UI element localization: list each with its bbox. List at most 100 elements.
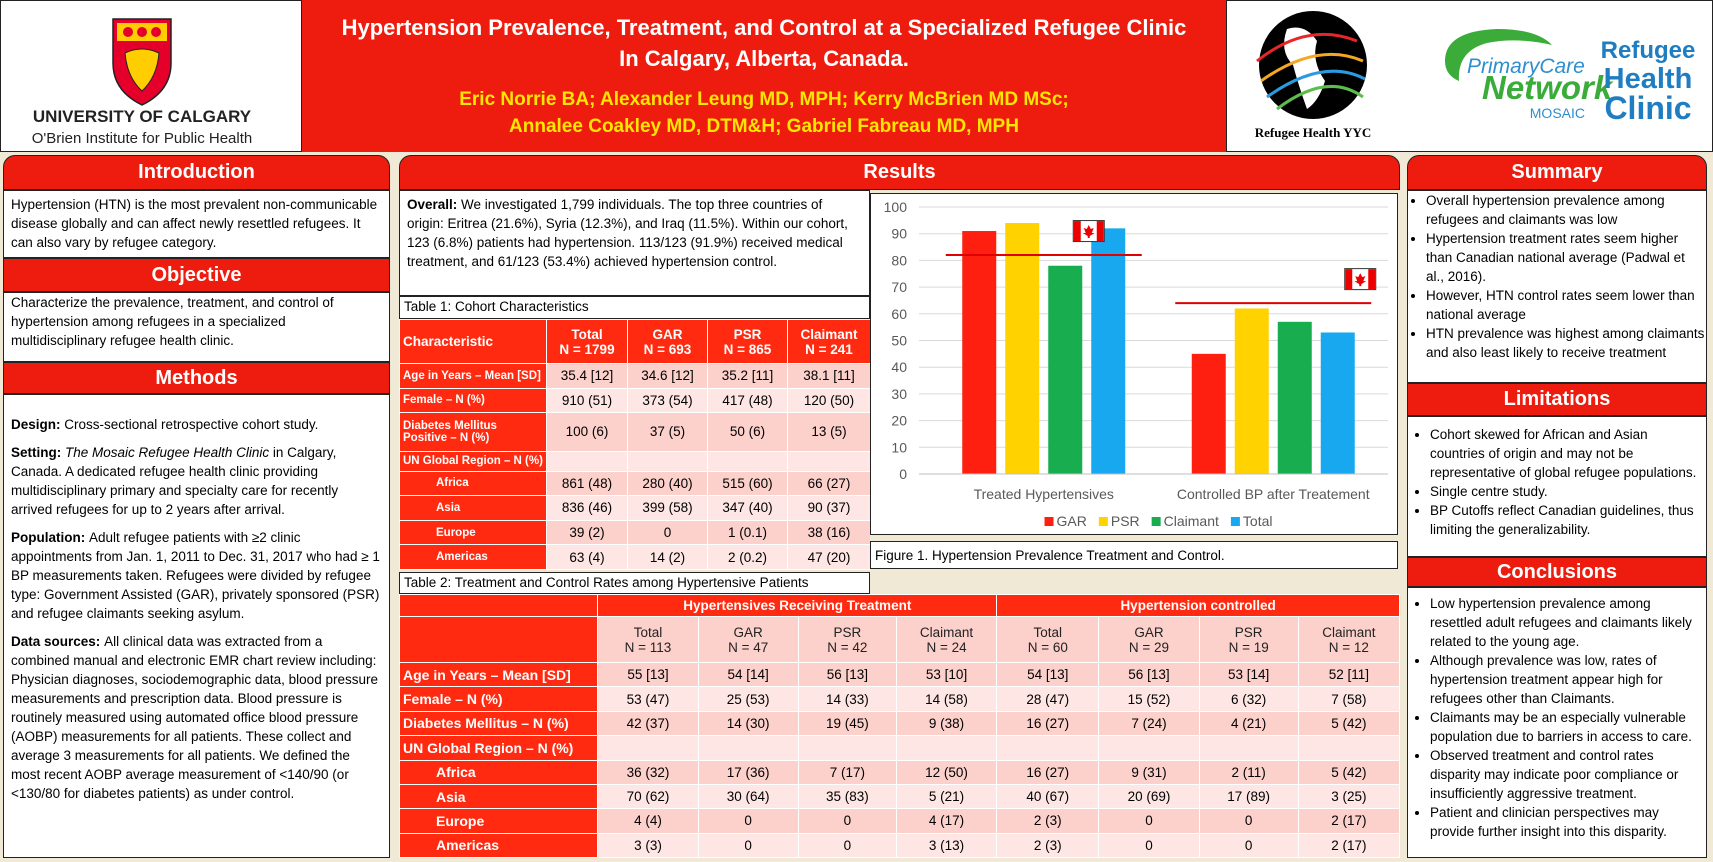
group-row: Hypertensives Receiving Treatment Hyperte… (399, 594, 1400, 617)
legend-label: PSR (1111, 513, 1140, 529)
section-heading: Conclusions (1407, 557, 1707, 587)
paragraph-heading: Setting: (11, 445, 62, 460)
paragraph-text: We investigated 1,799 individuals. The t… (407, 197, 848, 269)
table-cell: 16 (27) (996, 710, 1100, 737)
limitations-list: Cohort skewed for African and Asian coun… (1408, 425, 1706, 539)
table-cell (546, 450, 628, 472)
table-cell: 52 [11] (1297, 661, 1400, 688)
legend-swatch (1230, 517, 1240, 526)
row-label: Africa (399, 759, 599, 785)
table-cell: 373 (54) (627, 387, 708, 414)
flag-bar (1368, 269, 1376, 290)
table-cell: 2 (0.2) (707, 544, 788, 570)
legend-swatch (1098, 517, 1108, 526)
table-row: Europe 39 (2) 0 1 (0.1) 38 (16) (399, 519, 870, 546)
row-label: Female – N (%) (399, 686, 599, 712)
pcn-primary: PrimaryCare (1467, 55, 1585, 78)
table-cell: 38 (16) (787, 519, 870, 546)
university-logo-box: UNIVERSITY OF CALGARY O'Brien Institute … (0, 0, 302, 152)
table-cell: 7 (58) (1297, 686, 1400, 712)
table-cell: 35 (83) (797, 783, 897, 810)
bar (1005, 223, 1040, 474)
paragraph-heading: Data sources: (11, 634, 101, 649)
header-line: N = 47 (728, 639, 769, 655)
table-cell: 417 (48) (707, 387, 788, 414)
header-line: N = 24 (926, 639, 967, 655)
list-item: Patient and clinician perspectives may p… (1430, 803, 1706, 841)
flag-bar (1345, 269, 1353, 290)
table-row: Europe 4 (4) 0 0 4 (17) 2 (3) 0 0 2 (17) (399, 808, 1400, 834)
row-label: Europe (399, 519, 547, 546)
conclusions-list: Low hypertension prevalence among resett… (1408, 594, 1706, 841)
column-header: Claimant N = 241 (787, 319, 870, 364)
table-cell: 35.2 [11] (707, 363, 788, 389)
paragraph-emphasis: The Mosaic Refugee Health Clinic (65, 445, 270, 460)
table-cell: 100 (6) (546, 412, 628, 452)
pcn-swoosh (1445, 29, 1552, 81)
bar (1234, 308, 1269, 474)
clinic-logo: Health (1604, 63, 1693, 95)
header-line: N = 693 (643, 341, 692, 357)
header-line: Claimant (1322, 624, 1376, 640)
methods-text: Design: Cross-sectional retrospective coh… (3, 394, 390, 858)
table-cell: 16 (27) (996, 759, 1100, 785)
limitations-box: Cohort skewed for African and Asian coun… (1407, 416, 1707, 557)
table-cell: 0 (697, 808, 799, 834)
table-cell: 7 (17) (797, 759, 897, 785)
table-cell: 38.1 [11] (787, 363, 870, 389)
author-line: Eric Norrie BA; Alexander Leung MD, MPH;… (459, 89, 1069, 110)
paragraph-text: Adult refugee patients with ≥2 clinic ap… (11, 530, 380, 621)
table-row: UN Global Region – N (%) (399, 735, 1400, 761)
table-cell: 53 (47) (597, 686, 699, 712)
header-line: GAR (733, 624, 763, 640)
table-cell: 12 (50) (895, 759, 998, 785)
table-cell: 90 (37) (787, 495, 870, 521)
header-line: Claimant (800, 326, 858, 342)
table-cell: 2 (3) (996, 832, 1100, 858)
table-cell: 0 (1198, 832, 1299, 858)
table-cell: 55 [13] (597, 661, 699, 688)
table-cell: 35.4 [12] (546, 363, 628, 389)
row-label: Age in Years – Mean [SD] (399, 661, 599, 688)
table-cell: 70 (62) (597, 783, 699, 810)
table-row: Americas 3 (3) 0 0 3 (13) 2 (3) 0 0 2 (17) (399, 832, 1400, 858)
y-tick-label: 50 (891, 333, 907, 349)
table-caption: Table 1: Cohort Characteristics (399, 296, 870, 319)
table-cell: 19 (45) (797, 710, 897, 737)
row-label: Female – N (%) (399, 387, 547, 414)
column-header: GAR N = 29 (1098, 616, 1200, 663)
table-cell (627, 450, 708, 472)
table-cell: 4 (21) (1198, 710, 1299, 737)
pcn-network: Network (1482, 69, 1614, 106)
table-row: Age in Years – Mean [SD] 55 [13] 54 [14] 56… (399, 661, 1400, 688)
list-item: Cohort skewed for African and Asian coun… (1430, 425, 1706, 482)
paragraph-text: All clinical data was extracted from a c… (11, 634, 378, 801)
table-cell: 53 [14] (1198, 661, 1299, 688)
header-row: Total N = 113 GAR N = 47 PSR N = 42 Claimant N … (399, 616, 1400, 663)
list-item: Claimants may be an especially vulnerabl… (1430, 708, 1706, 746)
table-cell: 347 (40) (707, 495, 788, 521)
bar (962, 231, 997, 474)
table-cell: 50 (6) (707, 412, 788, 452)
column-header: PSR N = 865 (707, 319, 788, 364)
pcn-mosaic: MOSAIC (1530, 105, 1585, 121)
header-line: PSR (733, 326, 762, 342)
table-cell: 53 [10] (895, 661, 998, 688)
header-line: PSR (1234, 624, 1263, 640)
clinic-logo: Clinic (1604, 90, 1691, 126)
section-heading: Methods (3, 362, 390, 394)
y-tick-label: 100 (884, 199, 908, 215)
paragraph-text: Cross-sectional retrospective cohort stu… (64, 417, 319, 432)
table-cell: 9 (31) (1098, 759, 1200, 785)
chart: 0 10 20 30 40 50 60 70 80 90 100 Treated Hypertensi… (884, 199, 1388, 529)
globe-caption: Refugee Health YYC (1255, 125, 1372, 140)
legend-label: Claimant (1164, 513, 1219, 529)
y-tick-label: 10 (891, 439, 907, 455)
list-item: HTN prevalence was highest among claiman… (1426, 324, 1706, 362)
table-cell (1098, 735, 1200, 761)
y-tick-label: 60 (891, 306, 907, 322)
table-cell: 910 (51) (546, 387, 628, 414)
table-cell: 399 (58) (627, 495, 708, 521)
authors: Eric Norrie BA; Alexander Leung MD, MPH;… (302, 86, 1226, 140)
header-line: N = 12 (1328, 639, 1369, 655)
